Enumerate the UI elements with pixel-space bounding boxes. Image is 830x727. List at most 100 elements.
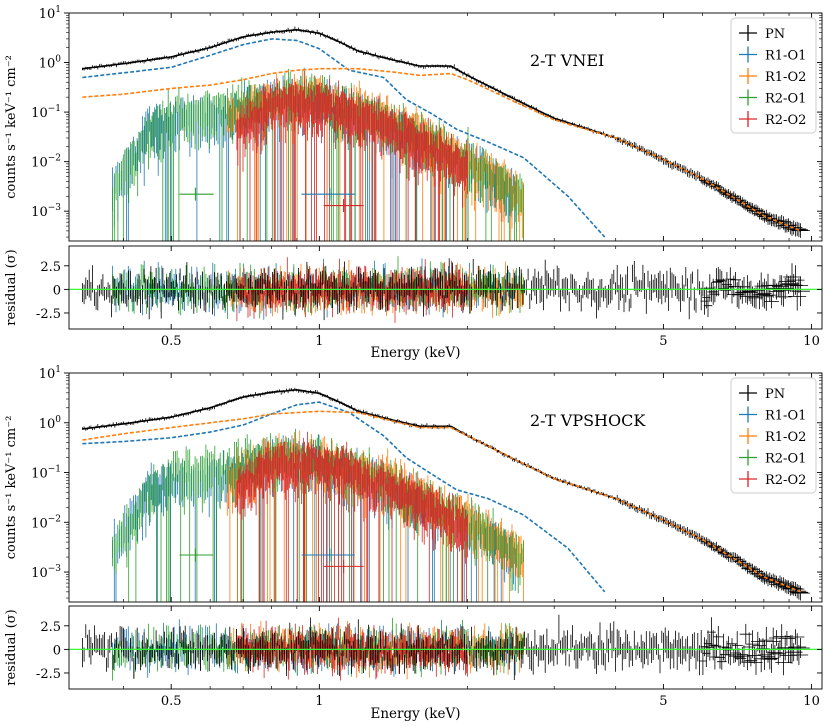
residual-error-bars	[236, 257, 468, 323]
x-tick-label: 0.5	[161, 694, 182, 709]
series-error-bars	[236, 78, 468, 241]
legend-box	[730, 17, 817, 134]
y-axis-label: counts s⁻¹ keV⁻¹ cm⁻²	[4, 416, 19, 560]
y-tick-label: 10−1	[31, 465, 61, 482]
y-tick-label: 10−3	[31, 203, 61, 220]
wide-bin-errorbar	[323, 559, 364, 573]
y-tick-label: 10−3	[31, 564, 61, 581]
wide-bin-errorbar	[179, 548, 214, 562]
residual-plot-area	[69, 256, 822, 323]
model-label: 2-T VPSHOCK	[530, 411, 646, 430]
y-tick-base: 10	[39, 57, 56, 72]
spectrum-plot-area	[82, 26, 810, 241]
legend-label-r1-o2: R1-O2	[765, 430, 806, 445]
wide-bin-errorbar	[323, 199, 364, 212]
y-tick-base: 10	[31, 205, 48, 220]
y-tick-base: 10	[31, 156, 48, 171]
y-tick-exponent: −3	[48, 203, 62, 213]
y-tick-base: 10	[31, 566, 48, 581]
residual-y-axis-label: residual (σ)	[4, 609, 19, 686]
y-tick-label: 10−1	[31, 104, 61, 121]
legend-label-r2-o2: R2-O2	[765, 473, 806, 488]
spectrum-axes-frame	[68, 372, 823, 603]
residual-r2-o2	[236, 257, 468, 323]
residual-y-tick-label: 2.5	[40, 620, 61, 635]
y-tick-exponent: −3	[48, 564, 62, 574]
legend-label-r1-o2: R1-O2	[765, 70, 806, 85]
y-axis-label: counts s⁻¹ keV⁻¹ cm⁻²	[4, 55, 19, 199]
legend-label-pn: PN	[765, 387, 785, 402]
legend-marker-r2-o1	[739, 449, 757, 466]
wide-bin-errorbar	[301, 187, 355, 201]
series-error-bars	[226, 69, 524, 241]
y-tick-exponent: 1	[55, 365, 61, 375]
cool-component-line	[82, 401, 606, 593]
legend-marker-r1-o1	[739, 406, 757, 423]
legend-marker-r2-o2	[739, 471, 757, 487]
y-tick-base: 10	[31, 467, 48, 482]
residual-y-tick-label: -2.5	[36, 667, 61, 682]
residual-axes-frame	[68, 245, 823, 330]
series-r2-o2	[236, 431, 468, 602]
x-tick-label: 10	[803, 694, 820, 709]
residual-y-tick-label: 2.5	[40, 260, 61, 275]
residual-error-bars	[82, 258, 810, 321]
y-tick-exponent: −1	[48, 465, 61, 475]
y-tick-base: 10	[31, 106, 48, 121]
legend-marker-r2-o2	[739, 111, 757, 127]
residual-y-tick-label: -2.5	[36, 307, 61, 322]
y-tick-label: 100	[39, 55, 62, 72]
legend-marker-r1-o2	[739, 428, 757, 444]
y-tick-exponent: −2	[48, 514, 61, 524]
legend: PN R1-O1 R1-O2 R2-O1 R2-O2	[730, 17, 817, 134]
legend-label-pn: PN	[765, 27, 785, 42]
residual-y-tick-label: 0	[53, 643, 61, 658]
series-error-bars	[236, 431, 468, 602]
series-error-bars	[226, 430, 524, 602]
y-tick-label: 101	[39, 5, 61, 22]
legend-label-r2-o1: R2-O1	[765, 92, 806, 107]
x-tick-label: 1	[315, 694, 323, 709]
legend-box	[730, 377, 817, 494]
legend-marker-r2-o1	[739, 89, 757, 106]
residual-error-bars	[82, 614, 810, 680]
y-tick-base: 10	[31, 516, 48, 531]
legend-marker-r1-o2	[739, 68, 757, 84]
x-tick-label: 10	[803, 334, 820, 349]
x-tick-label: 5	[659, 694, 667, 709]
legend-label-r1-o1: R1-O1	[765, 49, 806, 64]
series-r1-o2	[226, 430, 524, 602]
model-label: 2-T VNEI	[530, 51, 604, 70]
y-tick-label: 100	[39, 415, 62, 432]
x-tick-label: 1	[315, 334, 323, 349]
y-tick-label: 10−2	[31, 154, 61, 171]
y-tick-base: 10	[39, 7, 56, 22]
legend-marker-pn	[739, 385, 757, 401]
y-tick-label: 10−2	[31, 514, 61, 531]
legend-label-r2-o1: R2-O1	[765, 452, 806, 467]
cool-component-line	[82, 38, 606, 238]
hot-component-line	[82, 67, 801, 232]
legend-marker-pn	[739, 25, 757, 41]
x-tick-label: 0.5	[161, 334, 182, 349]
legend-marker-r1-o1	[739, 46, 757, 63]
wide-bin-errorbar	[301, 548, 355, 562]
y-tick-exponent: 1	[55, 5, 61, 15]
y-tick-exponent: 0	[55, 415, 61, 425]
y-tick-label: 101	[39, 365, 61, 382]
y-tick-exponent: −2	[48, 154, 61, 164]
series-r2-o2	[236, 78, 468, 241]
residual-axes-frame	[68, 605, 823, 690]
legend: PN R1-O1 R1-O2 R2-O1 R2-O2	[730, 377, 817, 494]
x-tick-label: 5	[659, 334, 667, 349]
residual-pn	[82, 614, 810, 680]
residual-y-tick-label: 0	[53, 283, 61, 298]
x-axis-label: Energy (keV)	[370, 706, 460, 722]
hot-component-line	[82, 410, 801, 593]
y-tick-exponent: −1	[48, 104, 61, 114]
series-r1-o2	[226, 69, 524, 241]
legend-label-r1-o1: R1-O1	[765, 409, 806, 424]
